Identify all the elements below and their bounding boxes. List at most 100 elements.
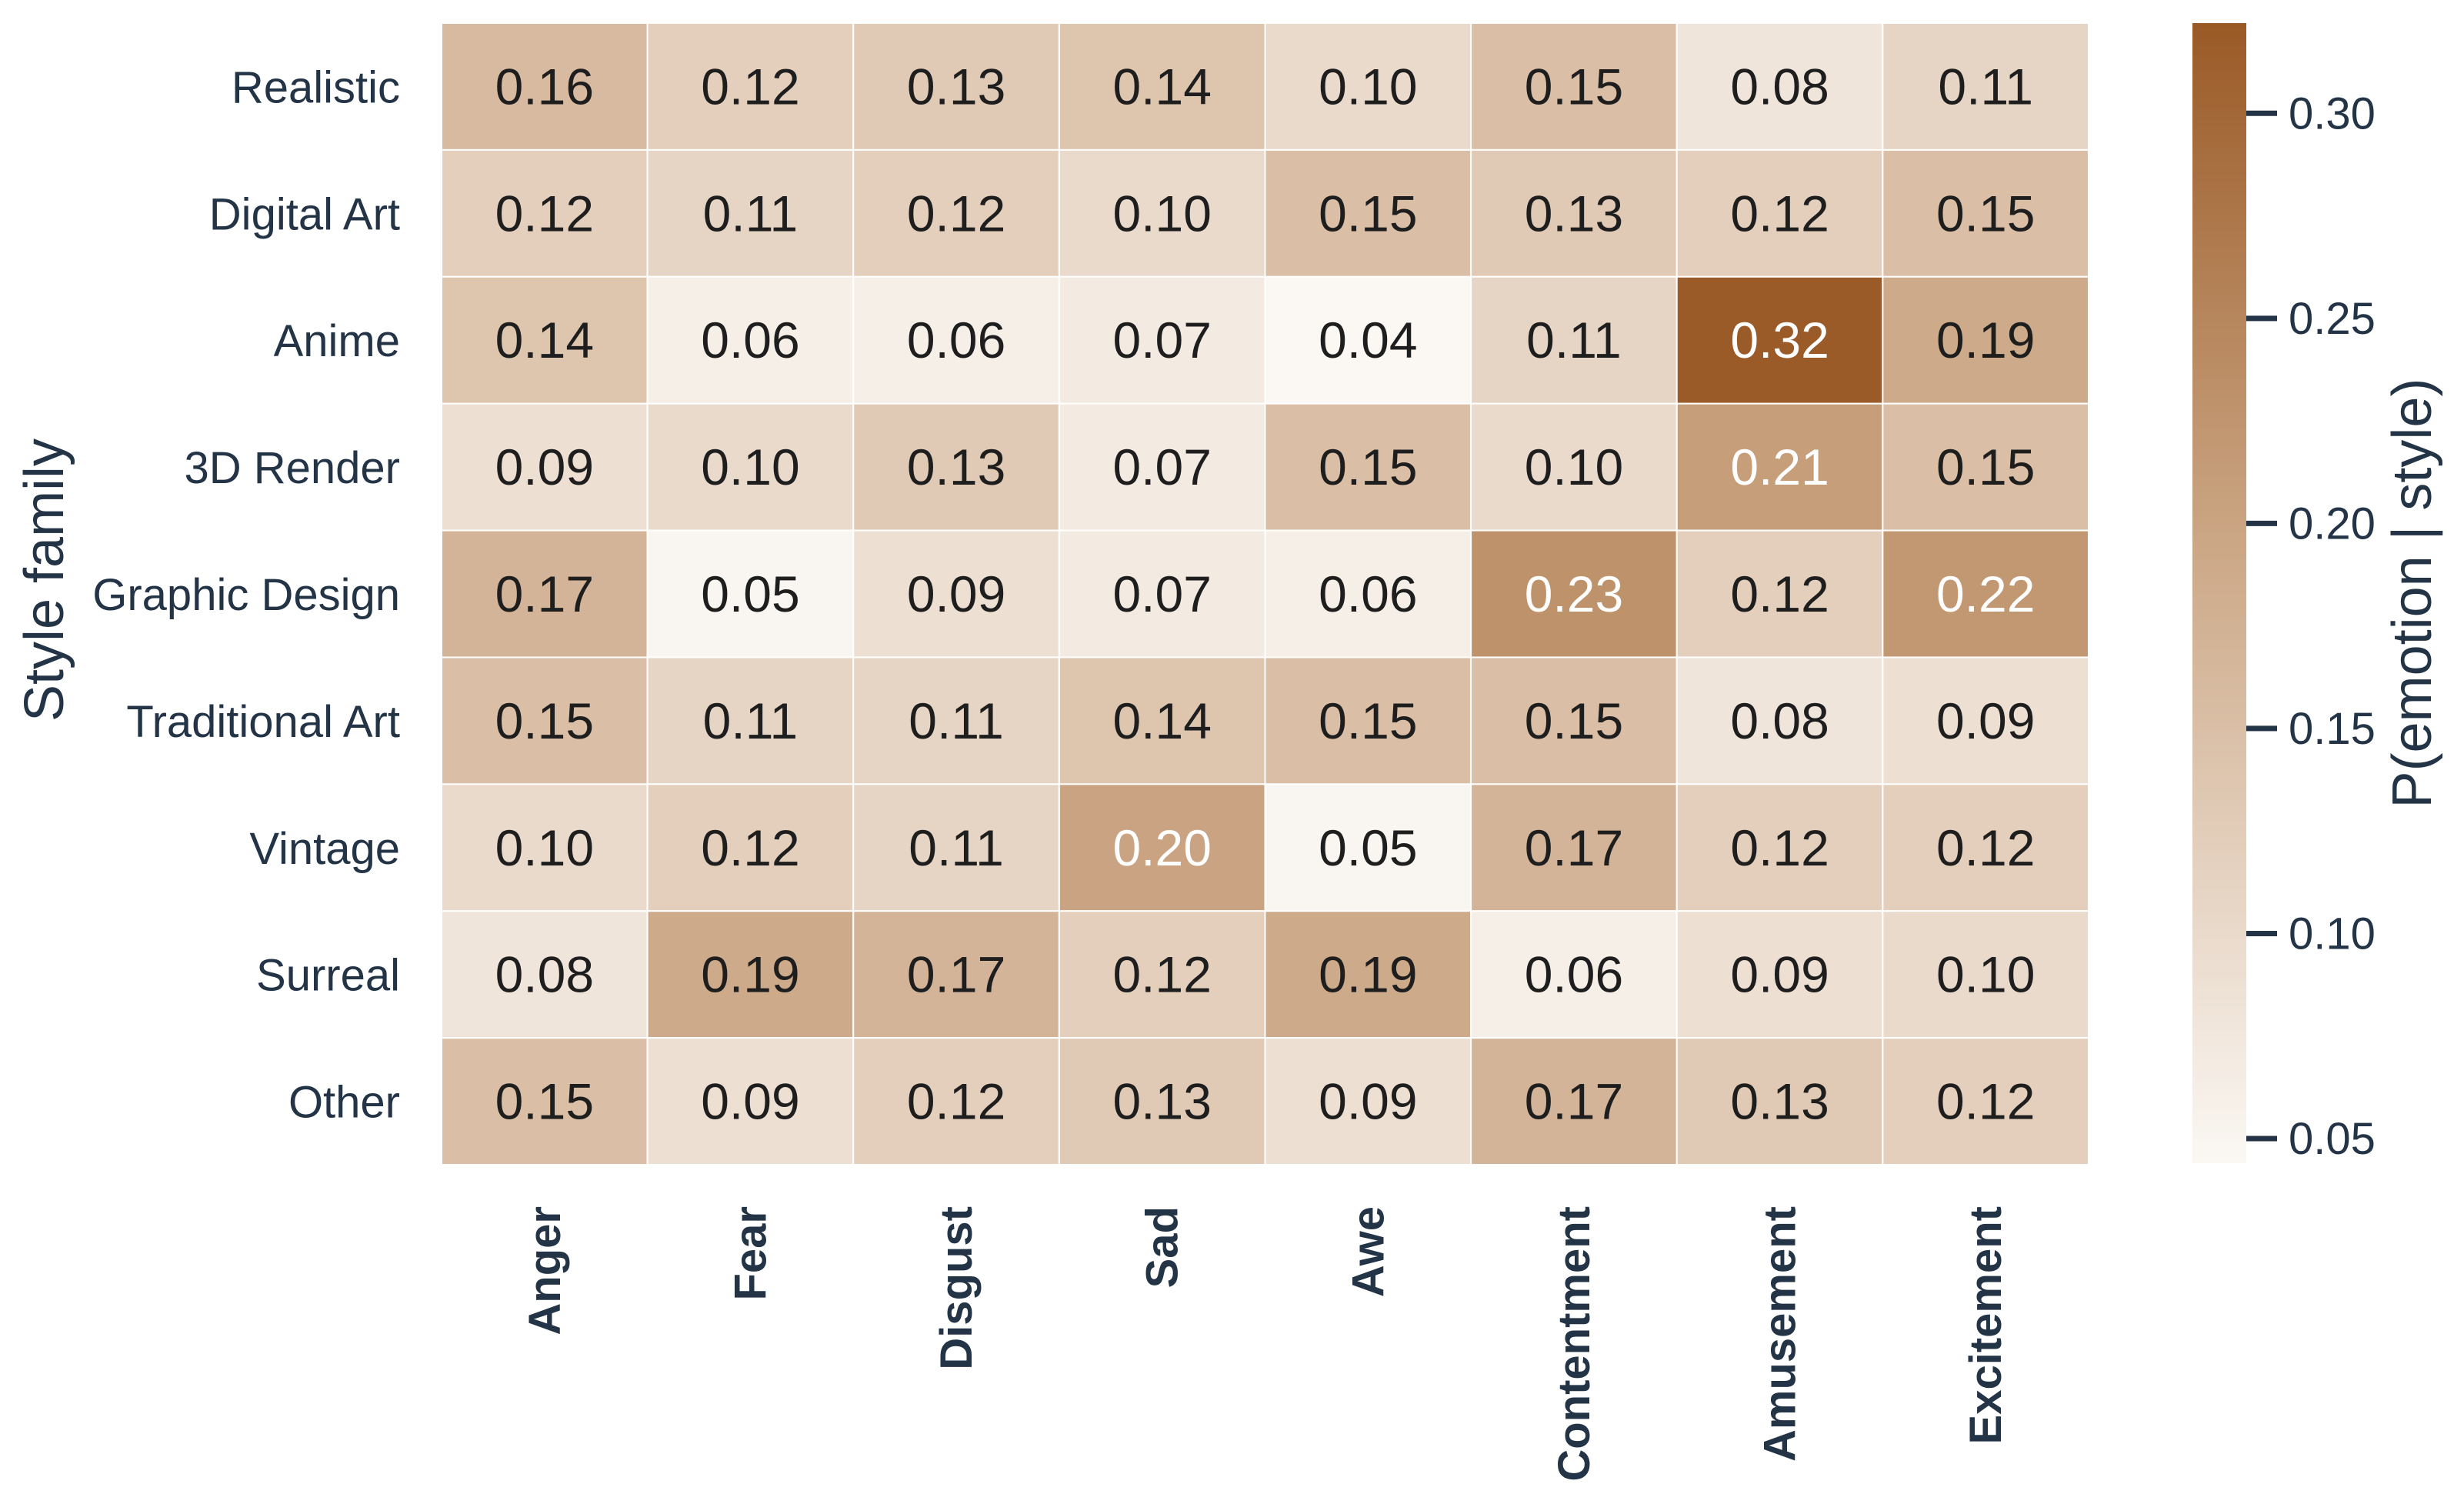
cell-value-label: 0.09 <box>1319 1073 1417 1130</box>
y-tick-label: Surreal <box>256 951 400 1001</box>
cell-value-label: 0.13 <box>1525 185 1623 242</box>
cell-value-label: 0.23 <box>1525 565 1623 622</box>
heatmap-cell <box>1470 656 1678 785</box>
x-tick-label: Fear <box>725 1206 775 1301</box>
cell-value-label: 0.06 <box>1525 946 1623 1003</box>
x-tick-label: Sad <box>1138 1206 1188 1288</box>
cell-value-label: 0.12 <box>1730 185 1829 242</box>
cell-value-label: 0.17 <box>907 946 1005 1003</box>
heatmap-cell <box>852 783 1060 912</box>
heatmap-cell <box>1882 529 2089 659</box>
cell-value-label: 0.07 <box>1112 439 1211 495</box>
cell-value-label: 0.15 <box>495 692 594 749</box>
heatmap-cell <box>1058 529 1266 659</box>
heatmap-cell <box>852 402 1060 532</box>
heatmap-cell <box>1675 783 1884 912</box>
cell-value-label: 0.16 <box>495 58 594 115</box>
heatmap-cell <box>1470 910 1678 1039</box>
cell-value-label: 0.04 <box>1319 312 1417 368</box>
colorbar-ticks: 0.05 0.10 0.15 0.20 0.25 0.30 <box>2246 88 2376 1164</box>
heatmap-cell <box>852 529 1060 659</box>
cell-value-label: 0.06 <box>1319 565 1417 622</box>
heatmap-cell <box>441 22 649 151</box>
heatmap-cell <box>1058 1037 1266 1166</box>
cell-value-label: 0.22 <box>1936 565 2035 622</box>
cell-value-label: 0.10 <box>1112 185 1211 242</box>
y-tick-label: Digital Art <box>209 189 400 239</box>
x-tick-label: Disgust <box>932 1206 982 1370</box>
heatmap-cell <box>1470 275 1678 405</box>
y-axis-title: Style family <box>14 439 75 722</box>
x-tick-label: Amusement <box>1755 1206 1805 1462</box>
y-tick-label: Anime <box>274 316 400 366</box>
x-tick-labels: Anger Fear Disgust Sad Awe Contentment Amuseme… <box>520 1206 2011 1482</box>
cell-value-label: 0.32 <box>1730 312 1829 368</box>
heatmap-cell <box>441 275 649 405</box>
heatmap-cell <box>646 1037 855 1166</box>
cell-value-label: 0.11 <box>1938 58 2033 115</box>
x-tick-label: Excitement <box>1961 1206 2011 1444</box>
heatmap-cell <box>1264 529 1472 659</box>
cell-value-label: 0.17 <box>495 565 594 622</box>
cell-value-label: 0.12 <box>495 185 594 242</box>
heatmap-cell <box>852 22 1060 151</box>
cell-value-label: 0.12 <box>1936 819 2035 876</box>
cell-value-label: 0.08 <box>1730 58 1829 115</box>
cell-value-label: 0.13 <box>1112 1073 1211 1130</box>
cell-value-label: 0.09 <box>1936 692 2035 749</box>
colorbar-tick-label: 0.10 <box>2289 909 2376 959</box>
heatmap-cell <box>1470 783 1678 912</box>
x-tick-label: Contentment <box>1549 1206 1599 1482</box>
heatmap-cell <box>1882 910 2089 1039</box>
heatmap-cell <box>646 22 855 151</box>
heatmap-cell <box>1882 656 2089 785</box>
cell-value-label: 0.13 <box>1730 1073 1829 1130</box>
cell-value-label: 0.10 <box>1319 58 1417 115</box>
cell-value-label: 0.15 <box>1319 439 1417 495</box>
cell-value-label: 0.12 <box>1730 565 1829 622</box>
heatmap-cell <box>852 910 1060 1039</box>
y-tick-label: Vintage <box>249 824 400 874</box>
x-tick-label: Anger <box>520 1206 570 1336</box>
colorbar-tick-label: 0.30 <box>2289 88 2376 138</box>
y-tick-label: Other <box>288 1078 400 1128</box>
cell-value-label: 0.17 <box>1525 819 1623 876</box>
heatmap-cell <box>1882 1037 2089 1166</box>
cell-value-label: 0.21 <box>1730 439 1829 495</box>
cell-value-label: 0.05 <box>1319 819 1417 876</box>
heatmap-cell <box>1058 402 1266 532</box>
cell-value-label: 0.15 <box>1525 692 1623 749</box>
heatmap-cell <box>1882 783 2089 912</box>
cell-value-label: 0.14 <box>495 312 594 368</box>
heatmap-cell <box>1882 148 2089 278</box>
cell-value-label: 0.12 <box>701 58 799 115</box>
cell-value-label: 0.11 <box>1526 312 1622 368</box>
cell-value-label: 0.14 <box>1112 58 1211 115</box>
cell-value-label: 0.11 <box>703 185 799 242</box>
heatmap-cell <box>1675 1037 1884 1166</box>
colorbar-tick-label: 0.05 <box>2289 1114 2376 1164</box>
heatmap-cell <box>1058 148 1266 278</box>
cell-value-label: 0.10 <box>1936 946 2035 1003</box>
heatmap-cells: 0.16 0.12 0.13 0.14 0.10 0.15 0.08 0.11 0.12 0.11… <box>441 22 2089 1166</box>
cell-value-label: 0.06 <box>907 312 1005 368</box>
cell-value-label: 0.15 <box>495 1073 594 1130</box>
heatmap-cell <box>646 783 855 912</box>
cell-value-label: 0.12 <box>907 1073 1005 1130</box>
cell-value-label: 0.20 <box>1112 819 1211 876</box>
cell-value-label: 0.19 <box>1936 312 2035 368</box>
cell-value-label: 0.11 <box>703 692 799 749</box>
cell-value-label: 0.07 <box>1112 565 1211 622</box>
heatmap-cell <box>441 783 649 912</box>
cell-value-label: 0.09 <box>701 1073 799 1130</box>
heatmap-cell <box>1675 529 1884 659</box>
heatmap-cell <box>852 656 1060 785</box>
heatmap-cell <box>441 910 649 1039</box>
cell-value-label: 0.05 <box>701 565 799 622</box>
cell-value-label: 0.09 <box>1730 946 1829 1003</box>
heatmap-cell <box>1470 529 1678 659</box>
cell-value-label: 0.12 <box>1112 946 1211 1003</box>
cell-value-label: 0.12 <box>1730 819 1829 876</box>
heatmap-cell <box>1675 656 1884 785</box>
